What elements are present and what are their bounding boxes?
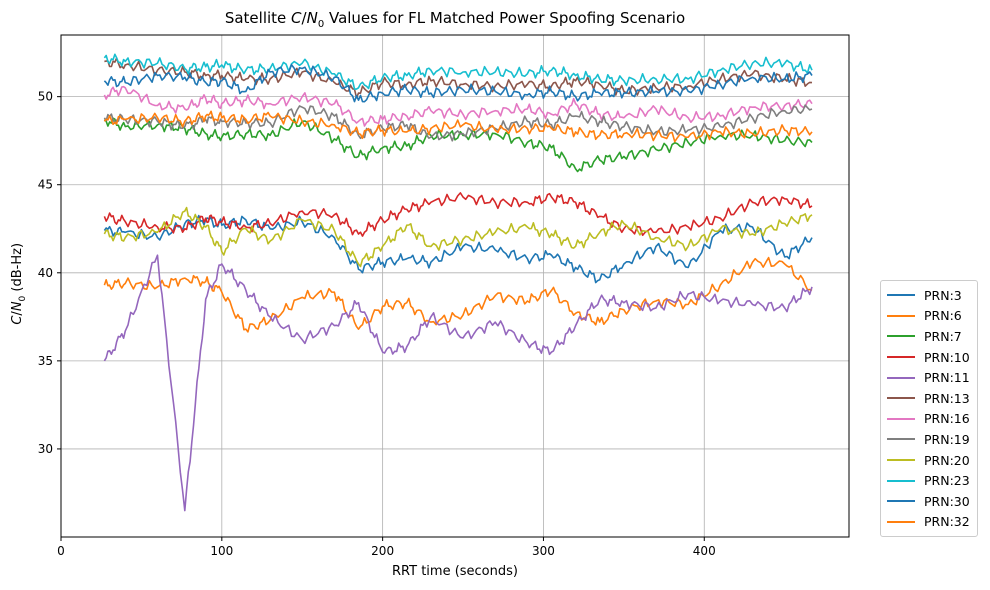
legend-swatch xyxy=(887,294,915,297)
legend-swatch xyxy=(887,479,915,482)
legend-swatch xyxy=(887,397,915,400)
legend-swatch xyxy=(887,520,915,523)
y-tick-label: 50 xyxy=(38,90,53,104)
series-line-prn-19 xyxy=(103,104,813,142)
legend-item: PRN:11 xyxy=(887,367,971,388)
y-axis-label: C/N0 (dB-Hz) xyxy=(10,242,28,325)
legend-item: PRN:16 xyxy=(887,409,971,430)
legend-swatch xyxy=(887,356,915,359)
series-line-prn-16 xyxy=(103,85,813,127)
series-line-prn-30 xyxy=(103,64,813,103)
legend-swatch xyxy=(887,500,915,503)
legend-swatch xyxy=(887,314,915,317)
x-tick-label: 0 xyxy=(57,544,65,558)
plot-frame xyxy=(60,34,850,538)
legend-item: PRN:20 xyxy=(887,450,971,471)
legend-label: PRN:16 xyxy=(924,411,970,427)
legend-item: PRN:30 xyxy=(887,491,971,512)
legend-item: PRN:10 xyxy=(887,347,971,368)
legend-swatch xyxy=(887,335,915,338)
legend-label: PRN:3 xyxy=(924,287,962,303)
plot-area xyxy=(61,35,849,537)
series-line-prn-23 xyxy=(103,53,813,90)
legend-swatch xyxy=(887,459,915,462)
legend-item: PRN:13 xyxy=(887,388,971,409)
legend-swatch xyxy=(887,376,915,379)
x-tick-label: 300 xyxy=(532,544,555,558)
legend-label: PRN:13 xyxy=(924,390,970,406)
y-tick-label: 45 xyxy=(38,178,53,192)
legend-label: PRN:30 xyxy=(924,493,970,509)
x-axis-label: RRT time (seconds) xyxy=(392,564,518,579)
legend-label: PRN:6 xyxy=(924,308,962,324)
legend: PRN:3 PRN:6 PRN:7 PRN:10 PRN:11 PRN:13 PRN:16 P… xyxy=(880,280,978,537)
legend-item: PRN:32 xyxy=(887,512,971,533)
legend-swatch xyxy=(887,438,915,441)
legend-item: PRN:19 xyxy=(887,429,971,450)
legend-item: PRN:6 xyxy=(887,306,971,327)
y-tick-label: 40 xyxy=(38,266,53,280)
legend-label: PRN:32 xyxy=(924,514,970,530)
legend-item: PRN:3 xyxy=(887,285,971,306)
chart-title: Satellite C/N0 Values for FL Matched Pow… xyxy=(224,9,686,30)
x-tick-label: 400 xyxy=(693,544,716,558)
y-tick-label: 30 xyxy=(38,442,53,456)
series-line-prn-7 xyxy=(103,117,813,173)
legend-label: PRN:19 xyxy=(924,431,970,447)
legend-item: PRN:7 xyxy=(887,326,971,347)
legend-swatch xyxy=(887,417,915,420)
legend-label: PRN:10 xyxy=(924,349,970,365)
y-tick-label: 35 xyxy=(38,354,53,368)
series-line-prn-32 xyxy=(103,110,813,143)
series-line-prn-10 xyxy=(103,192,813,237)
legend-label: PRN:11 xyxy=(924,370,970,386)
series-line-prn-11 xyxy=(103,254,813,512)
legend-label: PRN:23 xyxy=(924,473,970,489)
x-tick-label: 100 xyxy=(210,544,233,558)
legend-item: PRN:23 xyxy=(887,470,971,491)
series-line-prn-20 xyxy=(103,206,813,268)
legend-label: PRN:20 xyxy=(924,452,970,468)
legend-label: PRN:7 xyxy=(924,328,962,344)
x-tick-label: 200 xyxy=(371,544,394,558)
